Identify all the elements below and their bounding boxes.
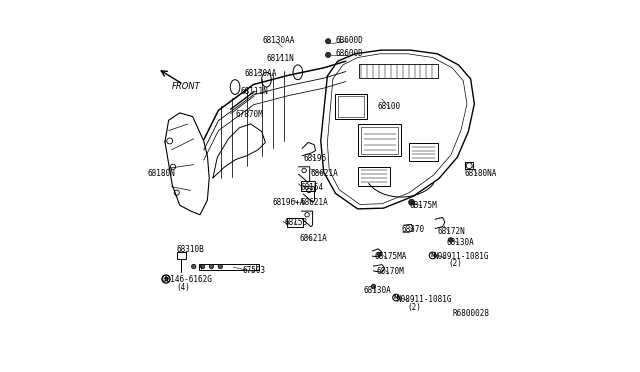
Bar bbox=[287, 218, 303, 227]
Text: 68172N: 68172N bbox=[437, 227, 465, 235]
Circle shape bbox=[371, 284, 376, 289]
Text: 68180N: 68180N bbox=[147, 169, 175, 177]
Bar bbox=[358, 167, 390, 186]
Text: 68196+A: 68196+A bbox=[272, 198, 305, 207]
Text: 68130AA: 68130AA bbox=[244, 69, 276, 78]
Text: 68621A: 68621A bbox=[301, 198, 328, 207]
Bar bbox=[410, 143, 438, 161]
Text: 68196: 68196 bbox=[303, 154, 326, 163]
Bar bbox=[335, 94, 367, 119]
Circle shape bbox=[200, 264, 205, 269]
Text: N: N bbox=[394, 295, 398, 300]
Text: 6B175M: 6B175M bbox=[410, 201, 437, 210]
Text: 68180NA: 68180NA bbox=[465, 169, 497, 177]
Text: 68175MA: 68175MA bbox=[374, 252, 407, 262]
Text: 67870M: 67870M bbox=[235, 109, 263, 119]
Text: (2): (2) bbox=[408, 302, 422, 312]
Circle shape bbox=[218, 264, 223, 269]
Text: 67503: 67503 bbox=[243, 266, 266, 275]
Text: 68111N: 68111N bbox=[266, 54, 294, 63]
Text: (2): (2) bbox=[449, 259, 462, 268]
Text: 68621A: 68621A bbox=[300, 234, 328, 243]
Text: 68111N: 68111N bbox=[241, 87, 268, 96]
Text: 68170M: 68170M bbox=[376, 267, 404, 276]
Text: N08911-1081G: N08911-1081G bbox=[434, 252, 489, 262]
Text: 68100: 68100 bbox=[377, 102, 401, 111]
Text: 08146-6162G: 08146-6162G bbox=[162, 275, 213, 283]
Text: R6800028: R6800028 bbox=[452, 309, 489, 318]
Text: 68153: 68153 bbox=[285, 218, 308, 227]
Text: (4): (4) bbox=[176, 283, 190, 292]
Text: 68130A: 68130A bbox=[446, 238, 474, 247]
Text: 68130A: 68130A bbox=[364, 286, 391, 295]
Bar bbox=[177, 253, 186, 259]
Bar bbox=[301, 181, 315, 191]
Bar bbox=[360, 127, 398, 154]
Bar bbox=[338, 96, 364, 116]
Text: 68130AA: 68130AA bbox=[263, 36, 295, 45]
Bar bbox=[359, 64, 438, 78]
Circle shape bbox=[209, 264, 214, 269]
Circle shape bbox=[326, 52, 331, 58]
Text: 6B600D: 6B600D bbox=[335, 36, 364, 45]
Bar bbox=[199, 264, 259, 270]
Circle shape bbox=[377, 252, 381, 256]
Circle shape bbox=[408, 199, 415, 205]
Circle shape bbox=[326, 39, 331, 44]
Text: 68310B: 68310B bbox=[176, 245, 204, 254]
Circle shape bbox=[191, 264, 196, 269]
Text: N: N bbox=[430, 253, 435, 258]
Text: N08911-1081G: N08911-1081G bbox=[397, 295, 452, 304]
Bar bbox=[465, 162, 473, 169]
Text: B: B bbox=[164, 276, 168, 282]
Text: FRONT: FRONT bbox=[172, 82, 200, 91]
Text: 68600D: 68600D bbox=[335, 49, 364, 58]
Text: 68370: 68370 bbox=[401, 225, 424, 234]
Bar bbox=[358, 124, 401, 157]
Circle shape bbox=[449, 238, 453, 242]
Text: 68154: 68154 bbox=[301, 183, 324, 192]
Text: 68621A: 68621A bbox=[311, 169, 339, 177]
